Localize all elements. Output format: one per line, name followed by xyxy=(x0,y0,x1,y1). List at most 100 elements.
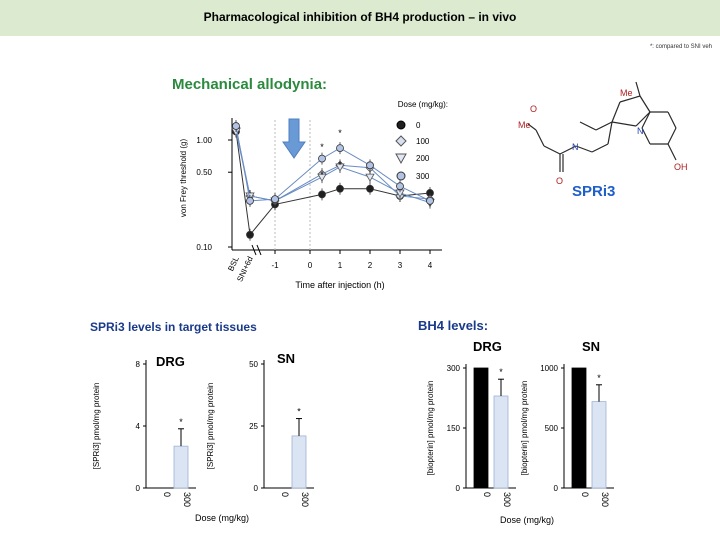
significance-star: * xyxy=(499,367,503,377)
legend-marker-300 xyxy=(396,171,406,181)
series-line-200 xyxy=(235,131,431,204)
legend-marker-100 xyxy=(395,135,407,147)
data-point-300 xyxy=(426,196,434,205)
structure-bond xyxy=(667,127,677,145)
bar-category-label: 300 xyxy=(300,492,310,507)
bar-0 xyxy=(571,367,587,489)
structure-bond xyxy=(641,111,651,129)
structure-bond xyxy=(595,121,613,131)
significance-star: * xyxy=(320,170,324,180)
allodynia-y-tick-label: 0.10 xyxy=(196,243,212,252)
structure-bond xyxy=(611,121,637,127)
bar-y-tick-label: 25 xyxy=(249,422,258,431)
structure-atom-label: O xyxy=(530,104,537,114)
bar-y-tick-label: 150 xyxy=(447,424,461,433)
allodynia-y-label: von Frey threshold (g) xyxy=(179,139,188,218)
significance-star: * xyxy=(338,160,342,170)
footnote: *: compared to SNI veh xyxy=(649,44,712,50)
spri3-structure-drawing xyxy=(527,81,677,172)
bar-y-tick-label: 0 xyxy=(136,484,141,493)
significance-star: * xyxy=(297,407,301,417)
axis-break-mark xyxy=(251,244,257,256)
bar-category-label: 300 xyxy=(182,492,192,507)
axis-break-mark xyxy=(256,244,262,256)
data-point-200 xyxy=(335,163,345,172)
slide-title: Pharmacological inhibition of BH4 produc… xyxy=(203,10,517,24)
allodynia-x-tick-label: 4 xyxy=(428,261,433,270)
legend-label-100: 100 xyxy=(416,137,430,146)
bar-y-tick-label: 0 xyxy=(554,484,559,493)
allodynia-y-tick-label: 0.50 xyxy=(196,168,212,177)
bar-y-tick-label: 500 xyxy=(545,424,559,433)
bar-category-label: 0 xyxy=(280,492,290,497)
structure-bond xyxy=(543,145,561,155)
bar-300 xyxy=(291,435,307,489)
structure-bond xyxy=(591,143,609,153)
data-point-300 xyxy=(232,122,240,130)
bh4-heading: BH4 levels: xyxy=(418,318,489,333)
allodynia-x-tick-label: 3 xyxy=(398,261,403,270)
bar-300 xyxy=(591,401,607,489)
bar-y-tick-label: 50 xyxy=(249,360,258,369)
allodynia-x-tick-label: 2 xyxy=(368,261,373,270)
structure-atom-label: O xyxy=(556,176,563,186)
bar-y-tick-label: 8 xyxy=(136,360,141,369)
data-point-200 xyxy=(365,173,375,182)
data-point-0 xyxy=(336,184,344,193)
bar-y-label: [biopterin] pmol/mg protein xyxy=(520,381,529,476)
structure-bond xyxy=(527,123,537,131)
structure-atom-label: N xyxy=(572,142,579,152)
structure-bond xyxy=(635,81,641,97)
structure-bond xyxy=(635,111,651,127)
series-line-0 xyxy=(235,131,431,237)
significance-star: * xyxy=(179,417,183,427)
structure-bond xyxy=(535,129,545,147)
structure-bond xyxy=(559,145,577,155)
bar-chart-title: SN xyxy=(582,339,600,354)
data-point-0 xyxy=(246,230,254,239)
bar-chart-title: DRG xyxy=(473,339,502,354)
structure-bond xyxy=(611,101,621,123)
bar-chart-title: DRG xyxy=(156,354,185,369)
structure-atom-label: Me xyxy=(518,120,531,130)
bar-y-label: [biopterin] pmol/mg protein xyxy=(426,381,435,476)
allodynia-heading: Mechanical allodynia: xyxy=(172,76,328,93)
bar-0 xyxy=(473,367,489,489)
injection-arrow-icon xyxy=(282,118,306,159)
levels-heading: SPRi3 levels in target tissues xyxy=(90,320,257,334)
structure-atom-label: OH xyxy=(674,162,688,172)
significance-star: * xyxy=(338,128,342,138)
data-point-300 xyxy=(396,182,404,191)
levels-dose-label: Dose (mg/kg) xyxy=(195,513,249,523)
data-point-300 xyxy=(366,161,374,170)
significance-star: * xyxy=(320,142,324,152)
bar-category-label: 300 xyxy=(502,492,512,507)
series-line-300 xyxy=(235,125,431,202)
legend-marker-0 xyxy=(396,120,406,130)
legend-label-0: 0 xyxy=(416,121,421,130)
compound-label: SPRi3 xyxy=(572,183,615,200)
structure-atom-label: Me xyxy=(620,88,633,98)
bar-y-label: [SPRi3] pmol/mg protein xyxy=(92,383,101,470)
structure-bond xyxy=(639,95,651,113)
bar-category-label: 300 xyxy=(600,492,610,507)
bar-y-tick-label: 4 xyxy=(136,422,141,431)
allodynia-x-tick-label: 0 xyxy=(308,261,313,270)
bar-y-label: [SPRi3] pmol/mg protein xyxy=(206,383,215,470)
bar-y-tick-label: 0 xyxy=(254,484,259,493)
data-point-200 xyxy=(317,173,327,182)
bar-category-label: 0 xyxy=(580,492,590,497)
legend-label-300: 300 xyxy=(416,172,430,181)
allodynia-x-label: Time after injection (h) xyxy=(295,280,384,290)
structure-bond xyxy=(667,143,677,161)
structure-bond xyxy=(579,121,597,131)
structure-bond xyxy=(607,121,613,145)
data-point-0 xyxy=(366,184,374,193)
bar-y-tick-label: 0 xyxy=(456,484,461,493)
data-point-0 xyxy=(318,190,326,199)
data-point-300 xyxy=(246,196,254,205)
bar-chart-title: SN xyxy=(277,351,295,366)
allodynia-x-tick-label: -1 xyxy=(271,261,279,270)
bar-300 xyxy=(173,445,189,489)
